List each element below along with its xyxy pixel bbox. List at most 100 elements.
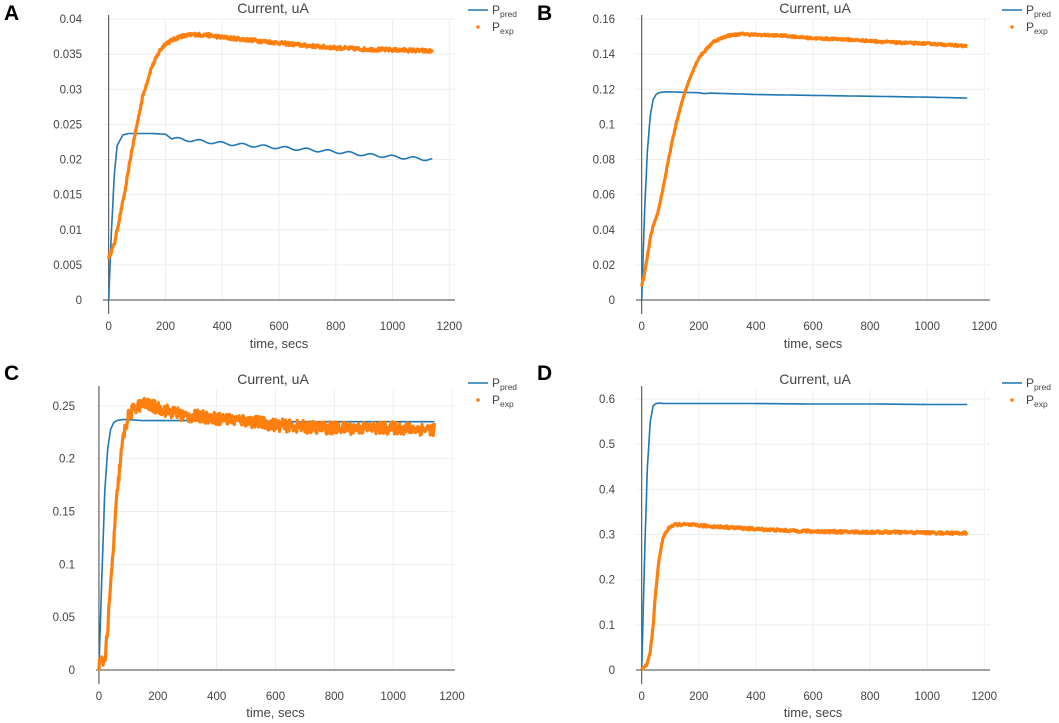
x-tick-label: 800 (861, 691, 880, 703)
y-tick-label: 0.6 (599, 394, 615, 406)
chart-panel-d: 0 0.1 0.2 0.3 0.4 0.5 0.6 0 200 400 600 800 1000 1200… (599, 371, 1051, 720)
x-tick-label: 0 (639, 691, 645, 703)
series-line-exp (640, 31, 969, 287)
y-tick-label: 0.14 (593, 49, 616, 61)
x-tick-label: 0 (639, 321, 645, 333)
panel-label-a: A (4, 2, 20, 25)
chart-title: Current, uA (779, 0, 851, 16)
x-tick-label: 200 (148, 691, 167, 703)
x-tick-label: 400 (213, 321, 232, 333)
x-tick-label: 1200 (439, 691, 465, 703)
x-tick-label: 1200 (971, 321, 997, 333)
legend-label: Ppred (492, 3, 517, 19)
legend-label: Pexp (1026, 20, 1048, 36)
panel-label-c: C (4, 362, 20, 385)
legend-label-sub: pred (1034, 382, 1051, 392)
legend-label-base: P (492, 393, 500, 407)
y-tick-label: 0.15 (53, 507, 75, 519)
legend-label: Pexp (492, 20, 514, 36)
legend-label-base: P (1026, 393, 1034, 407)
legend-label-sub: exp (500, 399, 514, 409)
x-tick-label: 1000 (380, 691, 406, 703)
x-tick-label: 600 (803, 321, 822, 333)
y-tick-label: 0.25 (53, 401, 75, 413)
series-line-pred (640, 402, 968, 671)
x-tick-label: 1000 (914, 321, 940, 333)
legend-label-sub: pred (500, 9, 517, 19)
y-tick-label: 0.03 (60, 84, 82, 96)
chart-title: Current, uA (237, 371, 309, 387)
legend-label-base: P (492, 376, 500, 390)
x-axis-label: time, secs (250, 336, 309, 351)
legend-label-base: P (1026, 376, 1034, 390)
x-tick-label: 1200 (971, 691, 997, 703)
chart-panel-b: 0 0.02 0.04 0.06 0.08 0.1 0.12 0.14 0.16 0 200 400 6… (593, 0, 1052, 351)
y-tick-label: 0.3 (599, 530, 615, 542)
legend-label: Pexp (1026, 393, 1048, 409)
x-tick-label: 800 (325, 691, 344, 703)
panel-label-b: B (537, 2, 553, 25)
series-line-pred (107, 132, 433, 301)
x-tick-label: 600 (266, 691, 285, 703)
series-line-exp (640, 521, 969, 671)
legend-label-base: P (492, 20, 500, 34)
x-tick-label: 400 (746, 321, 765, 333)
y-tick-label: 0.04 (60, 14, 83, 26)
x-axis-label: time, secs (784, 336, 843, 351)
y-tick-label: 0.035 (53, 49, 82, 61)
y-tick-label: 0.02 (60, 155, 82, 167)
y-tick-label: 0.08 (593, 155, 615, 167)
y-tick-label: 0.04 (593, 225, 616, 237)
x-axis-label: time, secs (246, 705, 305, 720)
x-tick-label: 600 (269, 321, 288, 333)
x-tick-label: 200 (689, 321, 708, 333)
legend-label-sub: exp (1034, 26, 1048, 36)
chart-title: Current, uA (779, 371, 851, 387)
x-tick-label: 200 (689, 691, 708, 703)
y-tick-label: 0.2 (59, 454, 75, 466)
x-tick-label: 1000 (914, 691, 940, 703)
x-tick-label: 1200 (437, 321, 463, 333)
y-tick-label: 0.1 (59, 559, 75, 571)
y-tick-label: 0.5 (599, 439, 615, 451)
y-tick-label: 0.16 (593, 14, 615, 26)
x-tick-label: 800 (326, 321, 345, 333)
y-tick-label: 0 (69, 665, 75, 677)
legend-label: Ppred (1026, 376, 1051, 392)
legend-label-base: P (492, 3, 500, 17)
x-tick-label: 0 (96, 691, 102, 703)
y-tick-label: 0 (609, 665, 615, 677)
y-tick-label: 0.05 (53, 612, 75, 624)
x-axis-label: time, secs (784, 705, 843, 720)
legend-label-sub: pred (500, 382, 517, 392)
series-line-pred (640, 91, 968, 301)
y-tick-label: 0.12 (593, 84, 615, 96)
chart-panel-a: 0 0.005 0.01 0.015 0.02 0.025 0.03 0.035 0.04 0 20… (53, 0, 517, 351)
x-tick-label: 800 (861, 321, 880, 333)
x-tick-label: 0 (105, 321, 111, 333)
y-tick-label: 0.02 (593, 260, 615, 272)
legend-swatch-exp (476, 25, 480, 29)
chart-panel-c: 0 0.05 0.1 0.15 0.2 0.25 0 200 400 600 800 1000 1200… (53, 371, 518, 720)
y-tick-label: 0.1 (599, 119, 615, 131)
series-line-pred (98, 418, 435, 671)
legend-label-sub: exp (1034, 399, 1048, 409)
chart-title: Current, uA (237, 0, 309, 16)
x-tick-label: 400 (207, 691, 226, 703)
panel-label-d: D (537, 362, 553, 385)
legend-label-sub: pred (1034, 9, 1051, 19)
y-tick-label: 0.06 (593, 190, 615, 202)
y-tick-label: 0.01 (60, 225, 82, 237)
legend-swatch-exp (1010, 25, 1014, 29)
series-line-exp (107, 31, 434, 260)
y-tick-label: 0 (609, 295, 615, 307)
y-tick-label: 0.015 (53, 190, 82, 202)
series-line-exp (97, 396, 436, 671)
y-tick-label: 0 (76, 295, 82, 307)
y-tick-label: 0.4 (599, 484, 616, 496)
legend-label: Ppred (492, 376, 517, 392)
x-tick-label: 200 (156, 321, 175, 333)
x-tick-label: 600 (803, 691, 822, 703)
x-tick-label: 1000 (380, 321, 406, 333)
